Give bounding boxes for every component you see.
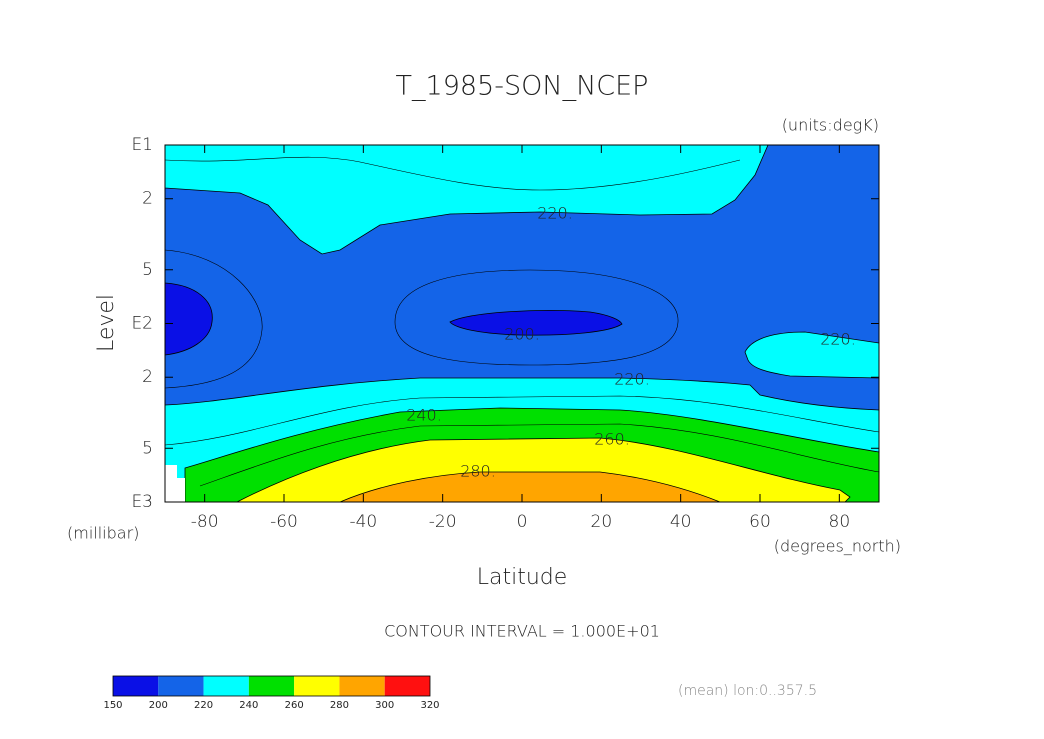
x-tick-label: -60 xyxy=(270,512,298,532)
contour-field xyxy=(165,145,879,502)
missing-data xyxy=(165,465,185,502)
x-tick-label: 20 xyxy=(591,512,613,532)
contour-label: 220. xyxy=(820,330,856,349)
x-tick-label: 0 xyxy=(517,512,528,532)
contour-label: 220. xyxy=(614,370,650,389)
y-units-label: (millibar) xyxy=(67,524,139,543)
x-tick-label: 80 xyxy=(829,512,851,532)
colorbar-tick-label: 300 xyxy=(375,700,394,711)
colorbar-tick-label: 260 xyxy=(285,700,304,711)
contour-region xyxy=(165,145,769,255)
colorbar-swatch xyxy=(384,676,430,696)
x-axis-label: Latitude xyxy=(477,565,568,590)
colorbar-tick-label: 240 xyxy=(239,700,258,711)
contour-region xyxy=(744,331,879,379)
contour-label: 260. xyxy=(594,430,630,449)
contour-label: 240. xyxy=(406,406,442,425)
y-tick-label: 2 xyxy=(142,189,153,209)
units-label: (units:degK) xyxy=(782,116,879,135)
contour-label: 200. xyxy=(504,325,540,344)
contour-label: 280. xyxy=(460,462,496,481)
colorbar-tick-label: 220 xyxy=(194,700,213,711)
y-tick-label: 2 xyxy=(142,367,153,387)
contour-region xyxy=(165,282,213,356)
contour-line xyxy=(165,156,741,191)
contour-region xyxy=(449,310,623,336)
contour-region xyxy=(339,471,721,502)
x-tick-label: 40 xyxy=(670,512,692,532)
colorbar-tick-label: 150 xyxy=(103,700,122,711)
x-tick-label: -20 xyxy=(429,512,457,532)
colorbar-swatch xyxy=(113,676,159,696)
y-tick-label: 5 xyxy=(142,260,153,280)
y-tick-label: E2 xyxy=(131,314,153,334)
contour-line xyxy=(199,423,879,487)
contour-line xyxy=(165,395,879,446)
colorbar-swatch xyxy=(203,676,249,696)
contour-interval: CONTOUR INTERVAL = 1.000E+01 xyxy=(384,622,660,641)
chart-title: T_1985-SON_NCEP xyxy=(396,71,649,102)
contour-line xyxy=(394,269,679,366)
y-tick-label: E1 xyxy=(131,135,153,155)
x-tick-label: 60 xyxy=(749,512,771,532)
colorbar-frame xyxy=(112,675,431,697)
colorbar-swatch xyxy=(158,676,204,696)
y-tick-label: 5 xyxy=(142,438,153,458)
x-tick-label: -40 xyxy=(349,512,377,532)
y-tick-label: E3 xyxy=(131,492,153,512)
colorbar-swatch xyxy=(248,676,295,696)
colorbar-tick-label: 280 xyxy=(330,700,349,711)
contour-label: 220. xyxy=(537,204,573,223)
contour-line xyxy=(165,249,263,389)
colorbar-swatch xyxy=(339,676,385,696)
colorbar-swatch xyxy=(294,676,340,696)
y-axis-label: Level xyxy=(94,294,119,352)
colorbar-tick-label: 200 xyxy=(149,700,168,711)
note: (mean) lon:0..357.5 xyxy=(678,683,817,699)
x-units-label: (degrees_north) xyxy=(774,537,901,556)
x-tick-label: -80 xyxy=(191,512,219,532)
colorbar-tick-label: 320 xyxy=(420,700,439,711)
